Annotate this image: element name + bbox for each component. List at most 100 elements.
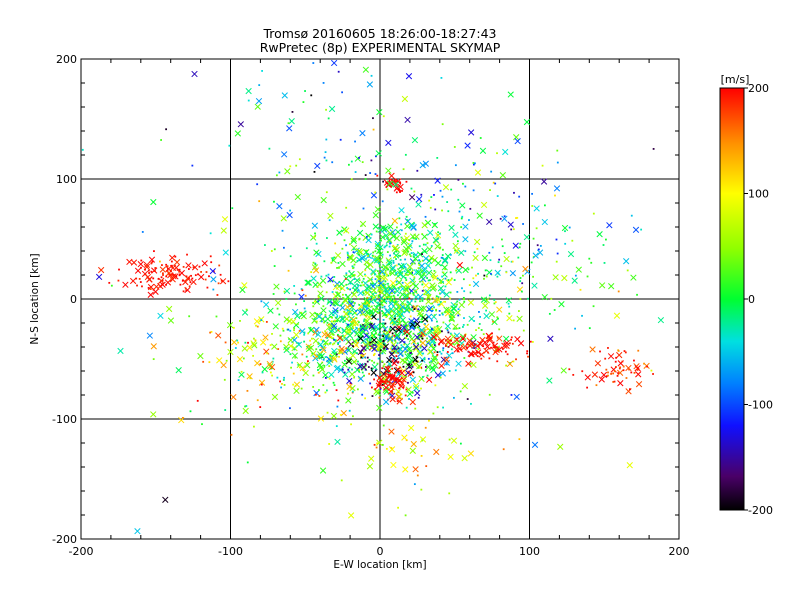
scatter-cross-point: [509, 270, 517, 277]
scatter-dot-point: [595, 384, 598, 387]
scatter-cross-point: [465, 360, 472, 367]
scatter-cross-point: [345, 358, 353, 365]
scatter-dot-point: [633, 371, 636, 374]
scatter-cross-point: [313, 353, 321, 360]
scatter-dot-point: [510, 336, 513, 339]
scatter-cross-point: [445, 279, 452, 286]
scatter-cross-point: [516, 315, 523, 322]
scatter-dot-point: [472, 163, 475, 166]
scatter-dot-point: [390, 261, 393, 264]
scatter-cross-point: [226, 321, 234, 329]
scatter-cross-point: [377, 251, 384, 258]
scatter-dot-point: [392, 261, 395, 264]
scatter-dot-point: [271, 374, 273, 377]
scatter-dot-point: [568, 226, 571, 229]
scatter-cross-point: [134, 267, 142, 274]
scatter-dot-point: [413, 262, 416, 265]
scatter-dot-point: [356, 323, 359, 326]
scatter-dot-point: [527, 355, 529, 358]
scatter-cross-point: [412, 382, 420, 389]
scatter-dot-point: [437, 296, 440, 298]
scatter-dot-point: [472, 162, 475, 164]
scatter-cross-point: [483, 312, 490, 320]
scatter-cross-point: [506, 315, 513, 322]
scatter-cross-point: [130, 259, 138, 266]
scatter-dot-point: [640, 228, 643, 231]
scatter-cross-point: [357, 363, 364, 370]
scatter-cross-point: [501, 215, 508, 222]
scatter-dot-point: [455, 327, 457, 330]
scatter-dot-point: [333, 384, 336, 386]
scatter-dot-point: [439, 246, 442, 249]
scatter-dot-point: [405, 388, 408, 391]
scatter-dot-point: [425, 465, 428, 468]
scatter-dot-point: [490, 272, 492, 275]
scatter-cross-point: [382, 286, 389, 293]
scatter-cross-point: [388, 383, 395, 391]
scatter-dot-point: [444, 300, 447, 303]
scatter-dot-point: [490, 346, 492, 349]
scatter-dot-point: [202, 360, 205, 363]
scatter-dot-point: [384, 271, 387, 274]
scatter-cross-point: [446, 352, 453, 359]
scatter-dot-point: [218, 264, 221, 267]
scatter-dot-point: [335, 389, 338, 392]
scatter-cross-point: [164, 279, 172, 286]
scatter-dot-point: [215, 315, 218, 318]
scatter-dot-point: [373, 336, 376, 339]
scatter-dot-point: [466, 343, 468, 346]
scatter-dot-point: [374, 250, 377, 253]
scatter-dot-point: [399, 255, 402, 257]
scatter-dot-point: [363, 302, 366, 305]
scatter-cross-point: [388, 180, 396, 187]
scatter-cross-point: [596, 231, 603, 238]
scatter-dot-point: [592, 212, 595, 215]
scatter-cross-point: [311, 222, 319, 229]
scatter-dot-point: [342, 297, 345, 299]
scatter-dot-point: [470, 352, 473, 355]
scatter-dot-point: [400, 223, 403, 226]
scatter-dot-point: [110, 284, 113, 287]
scatter-dot-point: [217, 282, 220, 285]
scatter-dot-point: [650, 369, 653, 372]
scatter-dot-point: [411, 271, 413, 274]
scatter-dot-point: [379, 387, 382, 390]
x-tick-label: 0: [377, 545, 384, 558]
scatter-dot-point: [331, 259, 334, 262]
scatter-cross-point: [350, 237, 357, 244]
scatter-dot-point: [399, 271, 402, 274]
scatter-cross-point: [390, 283, 398, 290]
scatter-dot-point: [365, 289, 368, 292]
scatter-dot-point: [420, 387, 422, 390]
scatter-dot-point: [404, 273, 407, 276]
scatter-dot-point: [462, 324, 465, 326]
scatter-dot-point: [389, 364, 392, 367]
scatter-dot-point: [384, 245, 387, 248]
scatter-cross-point: [230, 393, 237, 401]
scatter-dot-point: [315, 348, 318, 351]
scatter-cross-point: [345, 397, 352, 404]
scatter-dot-point: [440, 352, 443, 355]
scatter-dot-point: [419, 346, 422, 349]
scatter-dot-point: [396, 231, 399, 234]
scatter-dot-point: [377, 357, 380, 360]
scatter-dot-point: [409, 315, 412, 318]
scatter-cross-point: [197, 352, 204, 360]
scatter-dot-point: [401, 190, 403, 192]
scatter-cross-point: [461, 382, 469, 390]
scatter-dot-point: [460, 348, 463, 351]
scatter-dot-point: [244, 341, 247, 344]
scatter-dot-point: [518, 246, 521, 249]
scatter-dot-point: [383, 346, 385, 349]
scatter-dot-point: [147, 269, 150, 272]
scatter-dot-point: [434, 208, 437, 211]
scatter-dot-point: [381, 272, 384, 274]
scatter-dot-point: [352, 390, 354, 393]
scatter-dot-point: [160, 139, 163, 141]
scatter-dot-point: [366, 339, 369, 342]
scatter-dot-point: [352, 267, 354, 270]
scatter-cross-point: [404, 116, 411, 124]
scatter-cross-point: [344, 327, 352, 334]
scatter-cross-point: [408, 194, 416, 201]
scatter-dot-point: [395, 280, 398, 283]
